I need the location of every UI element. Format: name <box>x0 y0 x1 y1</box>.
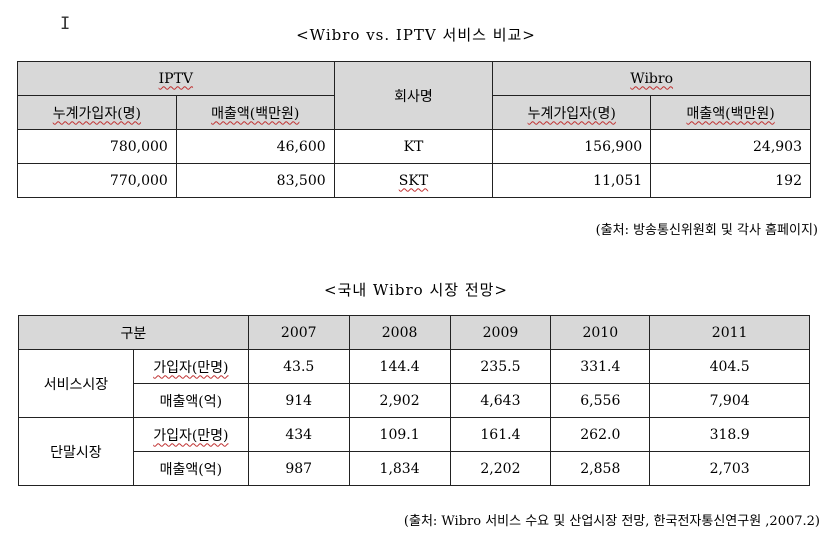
value-cell: 235.5 <box>449 349 552 384</box>
wibro-subscribers-header: 누계가입자(명) <box>492 95 652 130</box>
value-cell: 161.4 <box>449 417 552 452</box>
table-row: 770,000 83,500 SKT 11,051 192 <box>17 163 811 198</box>
iptv-group-header: IPTV <box>17 61 335 96</box>
year-header: 2008 <box>348 315 451 350</box>
company-cell: KT <box>333 129 494 164</box>
iptv-sales-cell: 83,500 <box>175 163 335 198</box>
value-cell: 43.5 <box>247 349 350 384</box>
table-row: 매출액(억) 987 1,834 2,202 2,858 2,703 <box>19 451 810 486</box>
text-cursor-icon: I <box>60 14 71 34</box>
wibro-sales-cell: 192 <box>650 163 811 198</box>
table2-caption: <국내 Wibro 시장 전망> <box>324 281 508 299</box>
value-cell: 987 <box>247 451 350 486</box>
year-header: 2009 <box>449 315 552 350</box>
table1-group-header-row: IPTV 회사명 Wibro <box>17 61 811 130</box>
value-cell: 262.0 <box>550 417 651 452</box>
table1-column-header-row: 누계가입자(명) 매출액(백만원) 누계가입자(명) 매출액(백만원) <box>17 95 811 130</box>
wibro-iptv-comparison-table: IPTV 회사명 Wibro 누계가입자(명) 매출액(백만원) 누계가입자(명… <box>17 61 811 198</box>
wibro-sales-cell: 24,903 <box>650 129 811 164</box>
wibro-market-outlook-table: 구분 2007 2008 2009 2010 2011 서비스시장 가입자(만명… <box>18 315 810 486</box>
group-label-service-market: 서비스시장 <box>18 349 134 418</box>
value-cell: 2,202 <box>449 451 552 486</box>
iptv-subscribers-cell: 770,000 <box>17 163 177 198</box>
table-row: 매출액(억) 914 2,902 4,643 6,556 7,904 <box>19 383 810 418</box>
value-cell: 2,703 <box>649 451 810 486</box>
category-header: 구분 <box>18 315 249 350</box>
table-row: 780,000 46,600 KT 156,900 24,903 <box>17 129 811 164</box>
value-cell: 914 <box>247 383 350 418</box>
year-header: 2011 <box>649 315 810 350</box>
value-cell: 1,834 <box>348 451 451 486</box>
value-cell: 331.4 <box>550 349 651 384</box>
iptv-sales-cell: 46,600 <box>175 129 335 164</box>
table2-header-row: 구분 2007 2008 2009 2010 2011 <box>18 315 810 350</box>
value-cell: 2,858 <box>550 451 651 486</box>
value-cell: 6,556 <box>550 383 651 418</box>
table-row: 서비스시장 가입자(만명) 43.5 144.4 235.5 331.4 404… <box>18 349 810 418</box>
value-cell: 434 <box>247 417 350 452</box>
value-cell: 318.9 <box>649 417 810 452</box>
value-cell: 2,902 <box>348 383 451 418</box>
value-cell: 144.4 <box>348 349 451 384</box>
wibro-subscribers-cell: 11,051 <box>492 163 652 198</box>
row-label: 가입자(만명) <box>132 417 249 452</box>
table1-source-note: (출처: 방송통신위원회 및 각사 홈페이지) <box>595 223 818 238</box>
table2-source-note: (출처: Wibro 서비스 수요 및 산업시장 전망, 한국전자통신연구원 ,… <box>403 514 820 529</box>
table-row: 단말시장 가입자(만명) 434 109.1 161.4 262.0 318.9 <box>18 417 810 486</box>
table1-caption: <Wibro vs. IPTV 서비스 비교> <box>296 26 536 44</box>
wibro-sales-header: 매출액(백만원) <box>650 95 811 130</box>
group-label-device-market: 단말시장 <box>18 417 134 486</box>
wibro-group-header: Wibro <box>492 61 811 96</box>
iptv-subscribers-cell: 780,000 <box>17 129 177 164</box>
value-cell: 7,904 <box>649 383 810 418</box>
value-cell: 404.5 <box>649 349 810 384</box>
wibro-subscribers-cell: 156,900 <box>492 129 652 164</box>
company-cell: SKT <box>333 163 494 198</box>
row-label: 매출액(억) <box>132 451 249 486</box>
iptv-subscribers-header: 누계가입자(명) <box>17 95 177 130</box>
year-header: 2007 <box>247 315 350 350</box>
company-header: 회사명 <box>333 61 494 130</box>
value-cell: 109.1 <box>348 417 451 452</box>
value-cell: 4,643 <box>449 383 552 418</box>
row-label: 가입자(만명) <box>132 349 249 384</box>
iptv-sales-header: 매출액(백만원) <box>175 95 335 130</box>
year-header: 2010 <box>550 315 651 350</box>
row-label: 매출액(억) <box>132 383 249 418</box>
